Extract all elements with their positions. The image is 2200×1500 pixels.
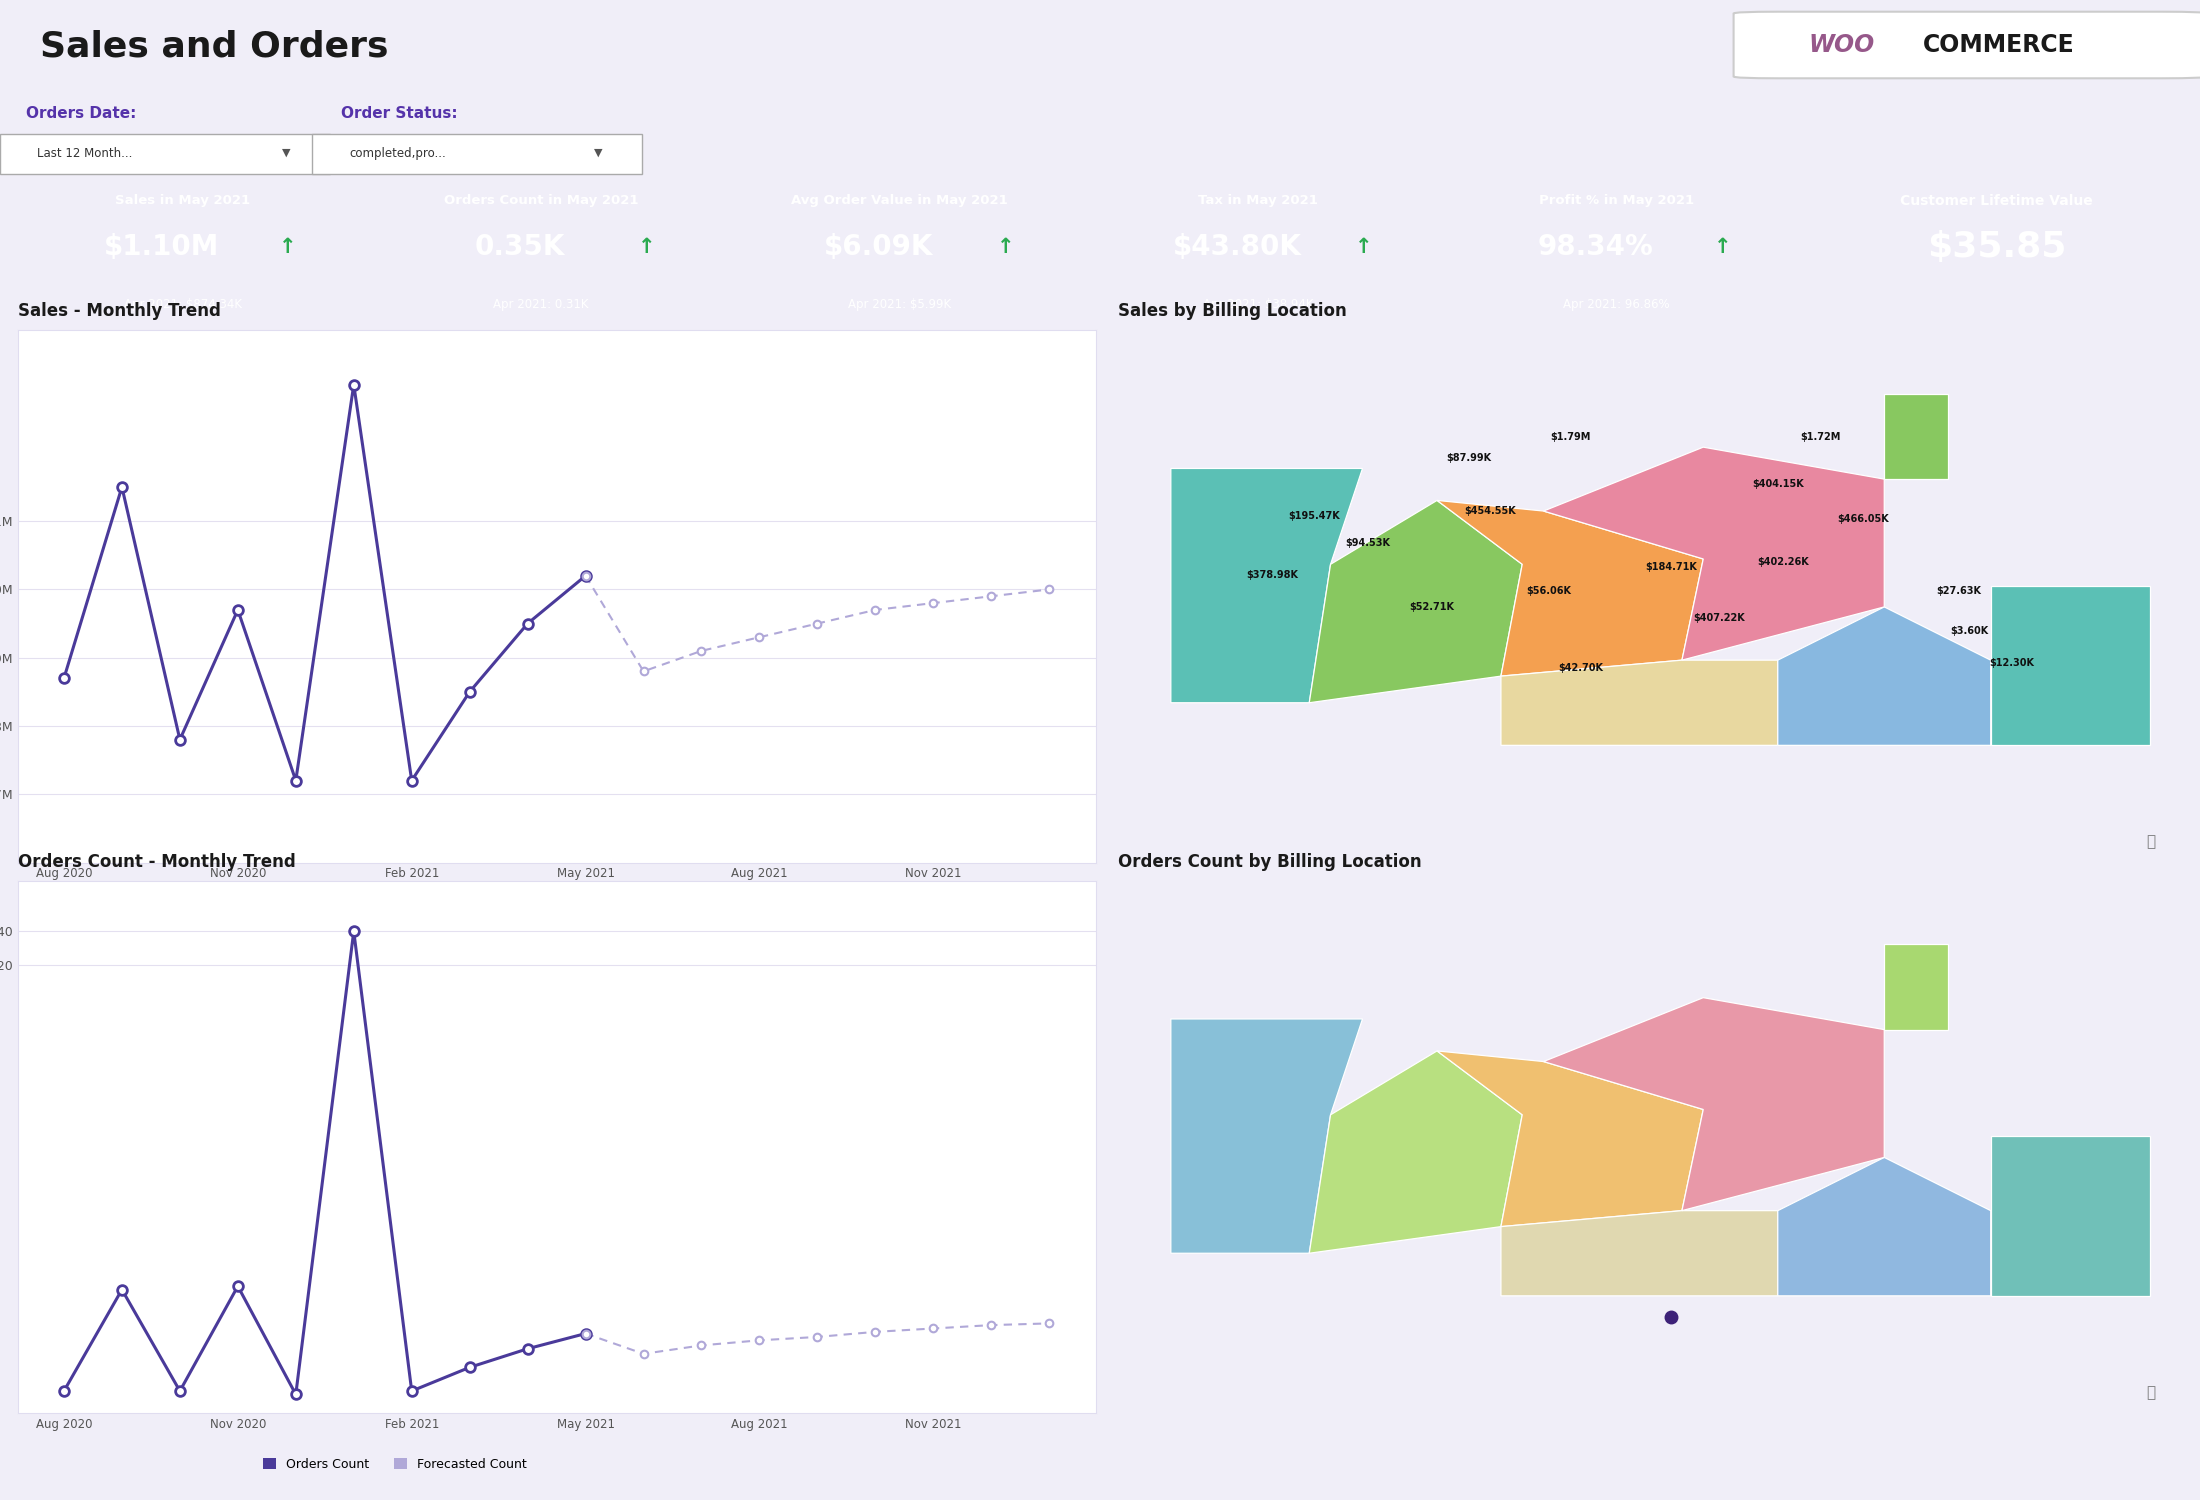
FancyBboxPatch shape bbox=[1734, 12, 2200, 78]
Text: $195.47K: $195.47K bbox=[1289, 512, 1340, 522]
Polygon shape bbox=[1778, 608, 1991, 746]
Text: ↑: ↑ bbox=[279, 237, 297, 256]
Text: $466.05K: $466.05K bbox=[1837, 514, 1890, 523]
Text: ▼: ▼ bbox=[594, 148, 603, 158]
FancyBboxPatch shape bbox=[0, 134, 330, 174]
Polygon shape bbox=[1500, 660, 1778, 746]
Text: $87.99K: $87.99K bbox=[1445, 453, 1492, 464]
FancyBboxPatch shape bbox=[312, 134, 642, 174]
Text: $6.09K: $6.09K bbox=[823, 232, 933, 261]
Text: ↑: ↑ bbox=[638, 237, 656, 256]
Text: Avg Order Value in May 2021: Avg Order Value in May 2021 bbox=[792, 195, 1008, 207]
Text: ↑: ↑ bbox=[1714, 237, 1731, 256]
Text: $404.15K: $404.15K bbox=[1751, 480, 1804, 489]
Text: Order Status:: Order Status: bbox=[341, 106, 458, 122]
Polygon shape bbox=[1883, 945, 1949, 1029]
Text: $27.63K: $27.63K bbox=[1936, 586, 1982, 596]
Text: Last 12 Month...: Last 12 Month... bbox=[37, 147, 132, 159]
Text: ▼: ▼ bbox=[282, 148, 290, 158]
Text: Customer Lifetime Value: Customer Lifetime Value bbox=[1901, 195, 2092, 208]
Text: 98.34%: 98.34% bbox=[1538, 232, 1654, 261]
Text: $94.53K: $94.53K bbox=[1346, 538, 1390, 548]
Polygon shape bbox=[1883, 394, 1949, 478]
Polygon shape bbox=[1170, 1019, 1362, 1254]
Text: completed,pro...: completed,pro... bbox=[350, 147, 447, 159]
Text: $12.30K: $12.30K bbox=[1989, 658, 2035, 668]
Text: $184.71K: $184.71K bbox=[1646, 562, 1696, 572]
Text: Orders Count in May 2021: Orders Count in May 2021 bbox=[444, 195, 638, 207]
Text: Orders Count - Monthly Trend: Orders Count - Monthly Trend bbox=[18, 852, 295, 870]
Text: $1.72M: $1.72M bbox=[1800, 432, 1841, 441]
Text: Orders Date:: Orders Date: bbox=[26, 106, 136, 122]
Text: ↑: ↑ bbox=[997, 237, 1014, 256]
Legend: Order Amount, Forecasted Sales: Order Amount, Forecasted Sales bbox=[257, 903, 532, 926]
Polygon shape bbox=[1500, 1210, 1778, 1296]
Polygon shape bbox=[1437, 501, 1703, 676]
Text: Sales - Monthly Trend: Sales - Monthly Trend bbox=[18, 302, 220, 320]
Polygon shape bbox=[1309, 501, 1522, 704]
Polygon shape bbox=[1544, 998, 1883, 1210]
Text: $42.70K: $42.70K bbox=[1558, 663, 1604, 674]
Text: Profit % in May 2021: Profit % in May 2021 bbox=[1540, 195, 1694, 207]
Text: Apr 2021: $38.94K: Apr 2021: $38.94K bbox=[1203, 298, 1313, 310]
Text: Sales by Billing Location: Sales by Billing Location bbox=[1118, 302, 1346, 320]
Text: $1.79M: $1.79M bbox=[1551, 432, 1591, 441]
Text: ↑: ↑ bbox=[1355, 237, 1373, 256]
Text: WOO: WOO bbox=[1808, 33, 1874, 57]
Text: ⓘ: ⓘ bbox=[2147, 1384, 2156, 1400]
Text: $1.10M: $1.10M bbox=[103, 232, 220, 261]
Text: Apr 2021: $874.34K: Apr 2021: $874.34K bbox=[123, 298, 242, 310]
Legend: Orders Count, Forecasted Count: Orders Count, Forecasted Count bbox=[257, 1454, 532, 1476]
Text: $454.55K: $454.55K bbox=[1465, 506, 1516, 516]
Polygon shape bbox=[1544, 447, 1883, 660]
Text: $407.22K: $407.22K bbox=[1694, 612, 1745, 622]
Text: Sales and Orders: Sales and Orders bbox=[40, 30, 387, 64]
Polygon shape bbox=[1437, 1052, 1703, 1227]
Text: Apr 2021: 96.86%: Apr 2021: 96.86% bbox=[1564, 298, 1670, 310]
Text: 0.35K: 0.35K bbox=[475, 232, 565, 261]
Text: $378.98K: $378.98K bbox=[1245, 570, 1298, 580]
Text: $402.26K: $402.26K bbox=[1758, 556, 1808, 567]
Polygon shape bbox=[1778, 1158, 1991, 1296]
Polygon shape bbox=[1170, 468, 1362, 704]
Text: $3.60K: $3.60K bbox=[1951, 626, 1989, 636]
Text: $43.80K: $43.80K bbox=[1173, 232, 1302, 261]
Text: $35.85: $35.85 bbox=[1927, 230, 2066, 264]
Polygon shape bbox=[1309, 1052, 1522, 1254]
Text: $56.06K: $56.06K bbox=[1527, 586, 1571, 596]
Text: Apr 2021: 0.31K: Apr 2021: 0.31K bbox=[493, 298, 590, 310]
Text: Sales in May 2021: Sales in May 2021 bbox=[114, 195, 251, 207]
Polygon shape bbox=[1991, 1136, 2149, 1296]
Text: $52.71K: $52.71K bbox=[1410, 602, 1454, 612]
Polygon shape bbox=[1991, 585, 2149, 746]
Text: COMMERCE: COMMERCE bbox=[1923, 33, 2075, 57]
Text: ⓘ: ⓘ bbox=[2147, 834, 2156, 849]
Text: Apr 2021: $5.99K: Apr 2021: $5.99K bbox=[847, 298, 950, 310]
Text: Tax in May 2021: Tax in May 2021 bbox=[1199, 195, 1318, 207]
Text: Orders Count by Billing Location: Orders Count by Billing Location bbox=[1118, 852, 1421, 870]
